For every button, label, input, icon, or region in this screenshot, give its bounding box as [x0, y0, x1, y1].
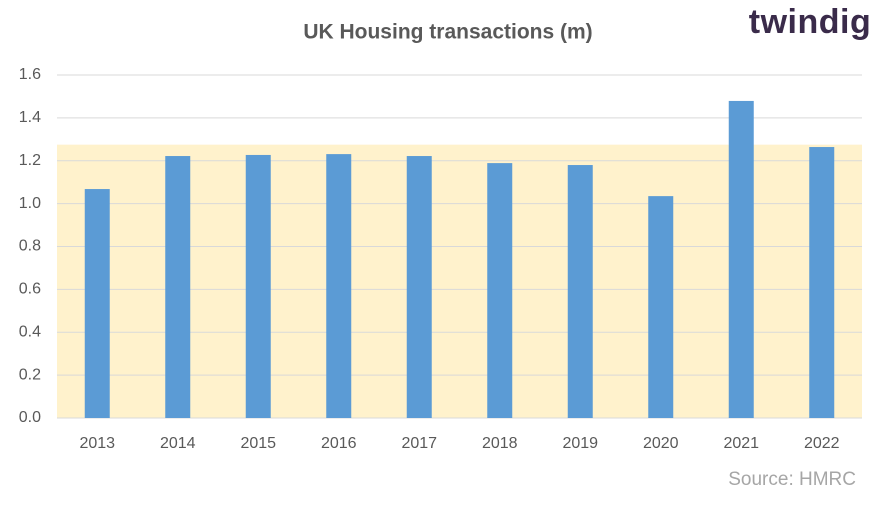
source-note: Source: HMRC	[728, 469, 856, 490]
x-tick-label: 2017	[401, 435, 437, 452]
x-tick-label: 2019	[562, 435, 598, 452]
logo: twindig	[749, 3, 871, 41]
x-tick-label: 2021	[723, 435, 759, 452]
x-tick-label: 2016	[321, 435, 357, 452]
y-tick-label: 0.4	[19, 323, 41, 340]
bar	[487, 163, 513, 418]
bar	[326, 154, 352, 418]
bar	[567, 165, 593, 418]
bar	[406, 156, 432, 418]
bar	[165, 156, 191, 418]
y-tick-label: 1.6	[19, 66, 41, 83]
y-tick-label: 0.6	[19, 281, 41, 298]
bar	[84, 189, 110, 418]
chart-title: UK Housing transactions (m)	[303, 21, 592, 44]
bar	[728, 100, 754, 418]
y-tick-label: 0.2	[19, 366, 41, 383]
x-tick-label: 2015	[240, 435, 276, 452]
x-tick-label: 2014	[160, 435, 196, 452]
highlight-band	[57, 144, 862, 418]
bar	[648, 196, 674, 418]
y-tick-label: 0.0	[19, 409, 41, 426]
bar	[245, 154, 271, 419]
x-tick-label: 2013	[79, 435, 115, 452]
x-tick-label: 2018	[482, 435, 518, 452]
bar	[809, 147, 835, 418]
y-tick-label: 1.0	[19, 195, 41, 212]
x-tick-label: 2022	[804, 435, 840, 452]
x-tick-label: 2020	[643, 435, 679, 452]
y-tick-label: 0.8	[19, 238, 41, 255]
y-tick-label: 1.4	[19, 109, 41, 126]
y-tick-label: 1.2	[19, 152, 41, 169]
